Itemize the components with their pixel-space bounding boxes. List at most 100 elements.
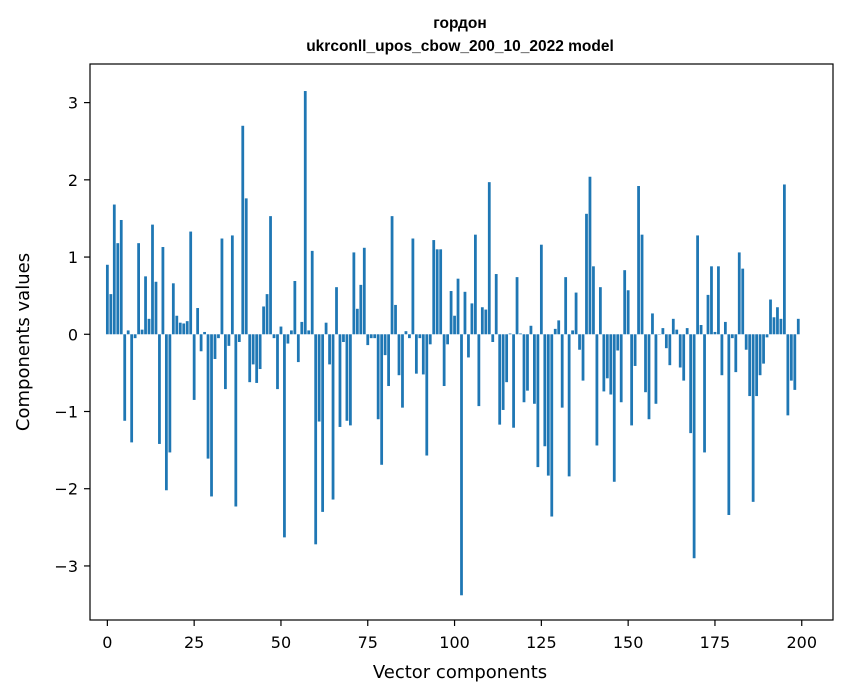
bar-87 (408, 334, 411, 339)
bar-32 (217, 334, 220, 339)
bar-53 (289, 330, 293, 335)
y-tick-label: −3 (54, 557, 78, 576)
bar-131 (560, 334, 564, 408)
bar-125 (539, 244, 543, 335)
bar-27 (199, 334, 203, 352)
x-tick-label: 175 (700, 633, 731, 652)
bar-188 (758, 334, 762, 376)
bar-99 (449, 291, 453, 335)
bar-161 (664, 334, 668, 349)
bar-75 (366, 334, 370, 346)
bar-104 (467, 334, 470, 358)
bar-91 (421, 334, 425, 375)
bar-187 (755, 334, 759, 397)
bar-30 (210, 334, 213, 497)
bar-98 (446, 334, 449, 345)
bar-23 (185, 321, 189, 335)
bar-41 (248, 334, 252, 383)
bar-172 (703, 334, 706, 453)
bar-60 (314, 334, 318, 545)
bar-50 (279, 326, 283, 335)
bar-107 (477, 334, 481, 407)
bar-42 (251, 334, 255, 365)
bar-7 (130, 334, 134, 443)
bar-68 (342, 334, 345, 342)
bar-22 (182, 323, 186, 335)
bar-183 (741, 268, 745, 335)
bar-179 (727, 334, 731, 515)
bar-189 (762, 334, 765, 364)
bar-191 (769, 299, 772, 335)
bar-40 (244, 198, 248, 335)
x-tick-label: 200 (786, 633, 817, 652)
y-tick-label: −1 (54, 403, 78, 422)
bar-173 (706, 294, 710, 335)
bar-94 (432, 240, 436, 335)
bar-110 (487, 182, 491, 335)
bar-15 (158, 334, 161, 444)
bar-113 (498, 334, 502, 425)
bar-127 (546, 334, 550, 476)
bar-74 (362, 247, 366, 335)
bar-62 (321, 334, 325, 512)
bar-43 (255, 334, 259, 383)
bar-163 (671, 318, 675, 335)
bar-167 (685, 328, 689, 335)
x-tick-label: 125 (526, 633, 557, 652)
bar-57 (303, 91, 307, 335)
bar-109 (484, 309, 488, 335)
bar-19 (171, 283, 175, 335)
bar-186 (751, 334, 755, 502)
bar-3 (116, 243, 120, 335)
bar-171 (699, 325, 703, 335)
bar-82 (390, 216, 394, 335)
bar-24 (189, 231, 193, 335)
bar-37 (234, 334, 238, 507)
bar-196 (786, 334, 790, 416)
chart-title: гордон (433, 15, 486, 32)
x-axis-ticks: 0 25 50 75 100 125 150 175 200 (102, 620, 817, 652)
bar-9 (137, 243, 140, 335)
bar-190 (765, 334, 769, 338)
bar-122 (529, 325, 533, 335)
bar-156 (647, 334, 651, 420)
bar-88 (411, 238, 415, 335)
bar-153 (637, 186, 640, 335)
bar-114 (501, 334, 505, 410)
bar-5 (123, 334, 127, 421)
bar-118 (515, 277, 519, 335)
bar-14 (154, 281, 158, 335)
chart-title-group: гордон ukrconll_upos_cbow_200_10_2022 mo… (306, 15, 614, 55)
bar-47 (269, 216, 272, 335)
bar-81 (387, 334, 390, 387)
bar-38 (237, 334, 241, 342)
bar-116 (508, 333, 512, 335)
bar-51 (283, 334, 286, 538)
bar-136 (578, 334, 581, 350)
bar-137 (581, 334, 585, 381)
bar-155 (644, 334, 647, 393)
bar-129 (553, 328, 557, 335)
bar-49 (276, 334, 279, 390)
x-tick-label: 150 (613, 633, 644, 652)
bar-11 (144, 276, 147, 335)
y-tick-label: 3 (68, 94, 78, 113)
bar-0 (105, 264, 109, 335)
x-tick-label: 0 (102, 633, 112, 652)
bar-18 (168, 334, 172, 453)
bar-70 (349, 334, 352, 426)
bar-20 (175, 315, 179, 335)
bar-192 (772, 317, 776, 335)
bar-44 (258, 334, 262, 370)
bar-147 (616, 334, 620, 351)
bar-103 (463, 291, 467, 335)
bar-63 (324, 322, 328, 335)
bar-52 (286, 334, 290, 344)
y-tick-label: 2 (68, 171, 78, 190)
bar-135 (574, 292, 578, 335)
bar-84 (397, 334, 401, 376)
bar-111 (491, 334, 495, 342)
bar-139 (588, 176, 592, 335)
bar-78 (376, 334, 380, 420)
bar-100 (453, 315, 456, 335)
